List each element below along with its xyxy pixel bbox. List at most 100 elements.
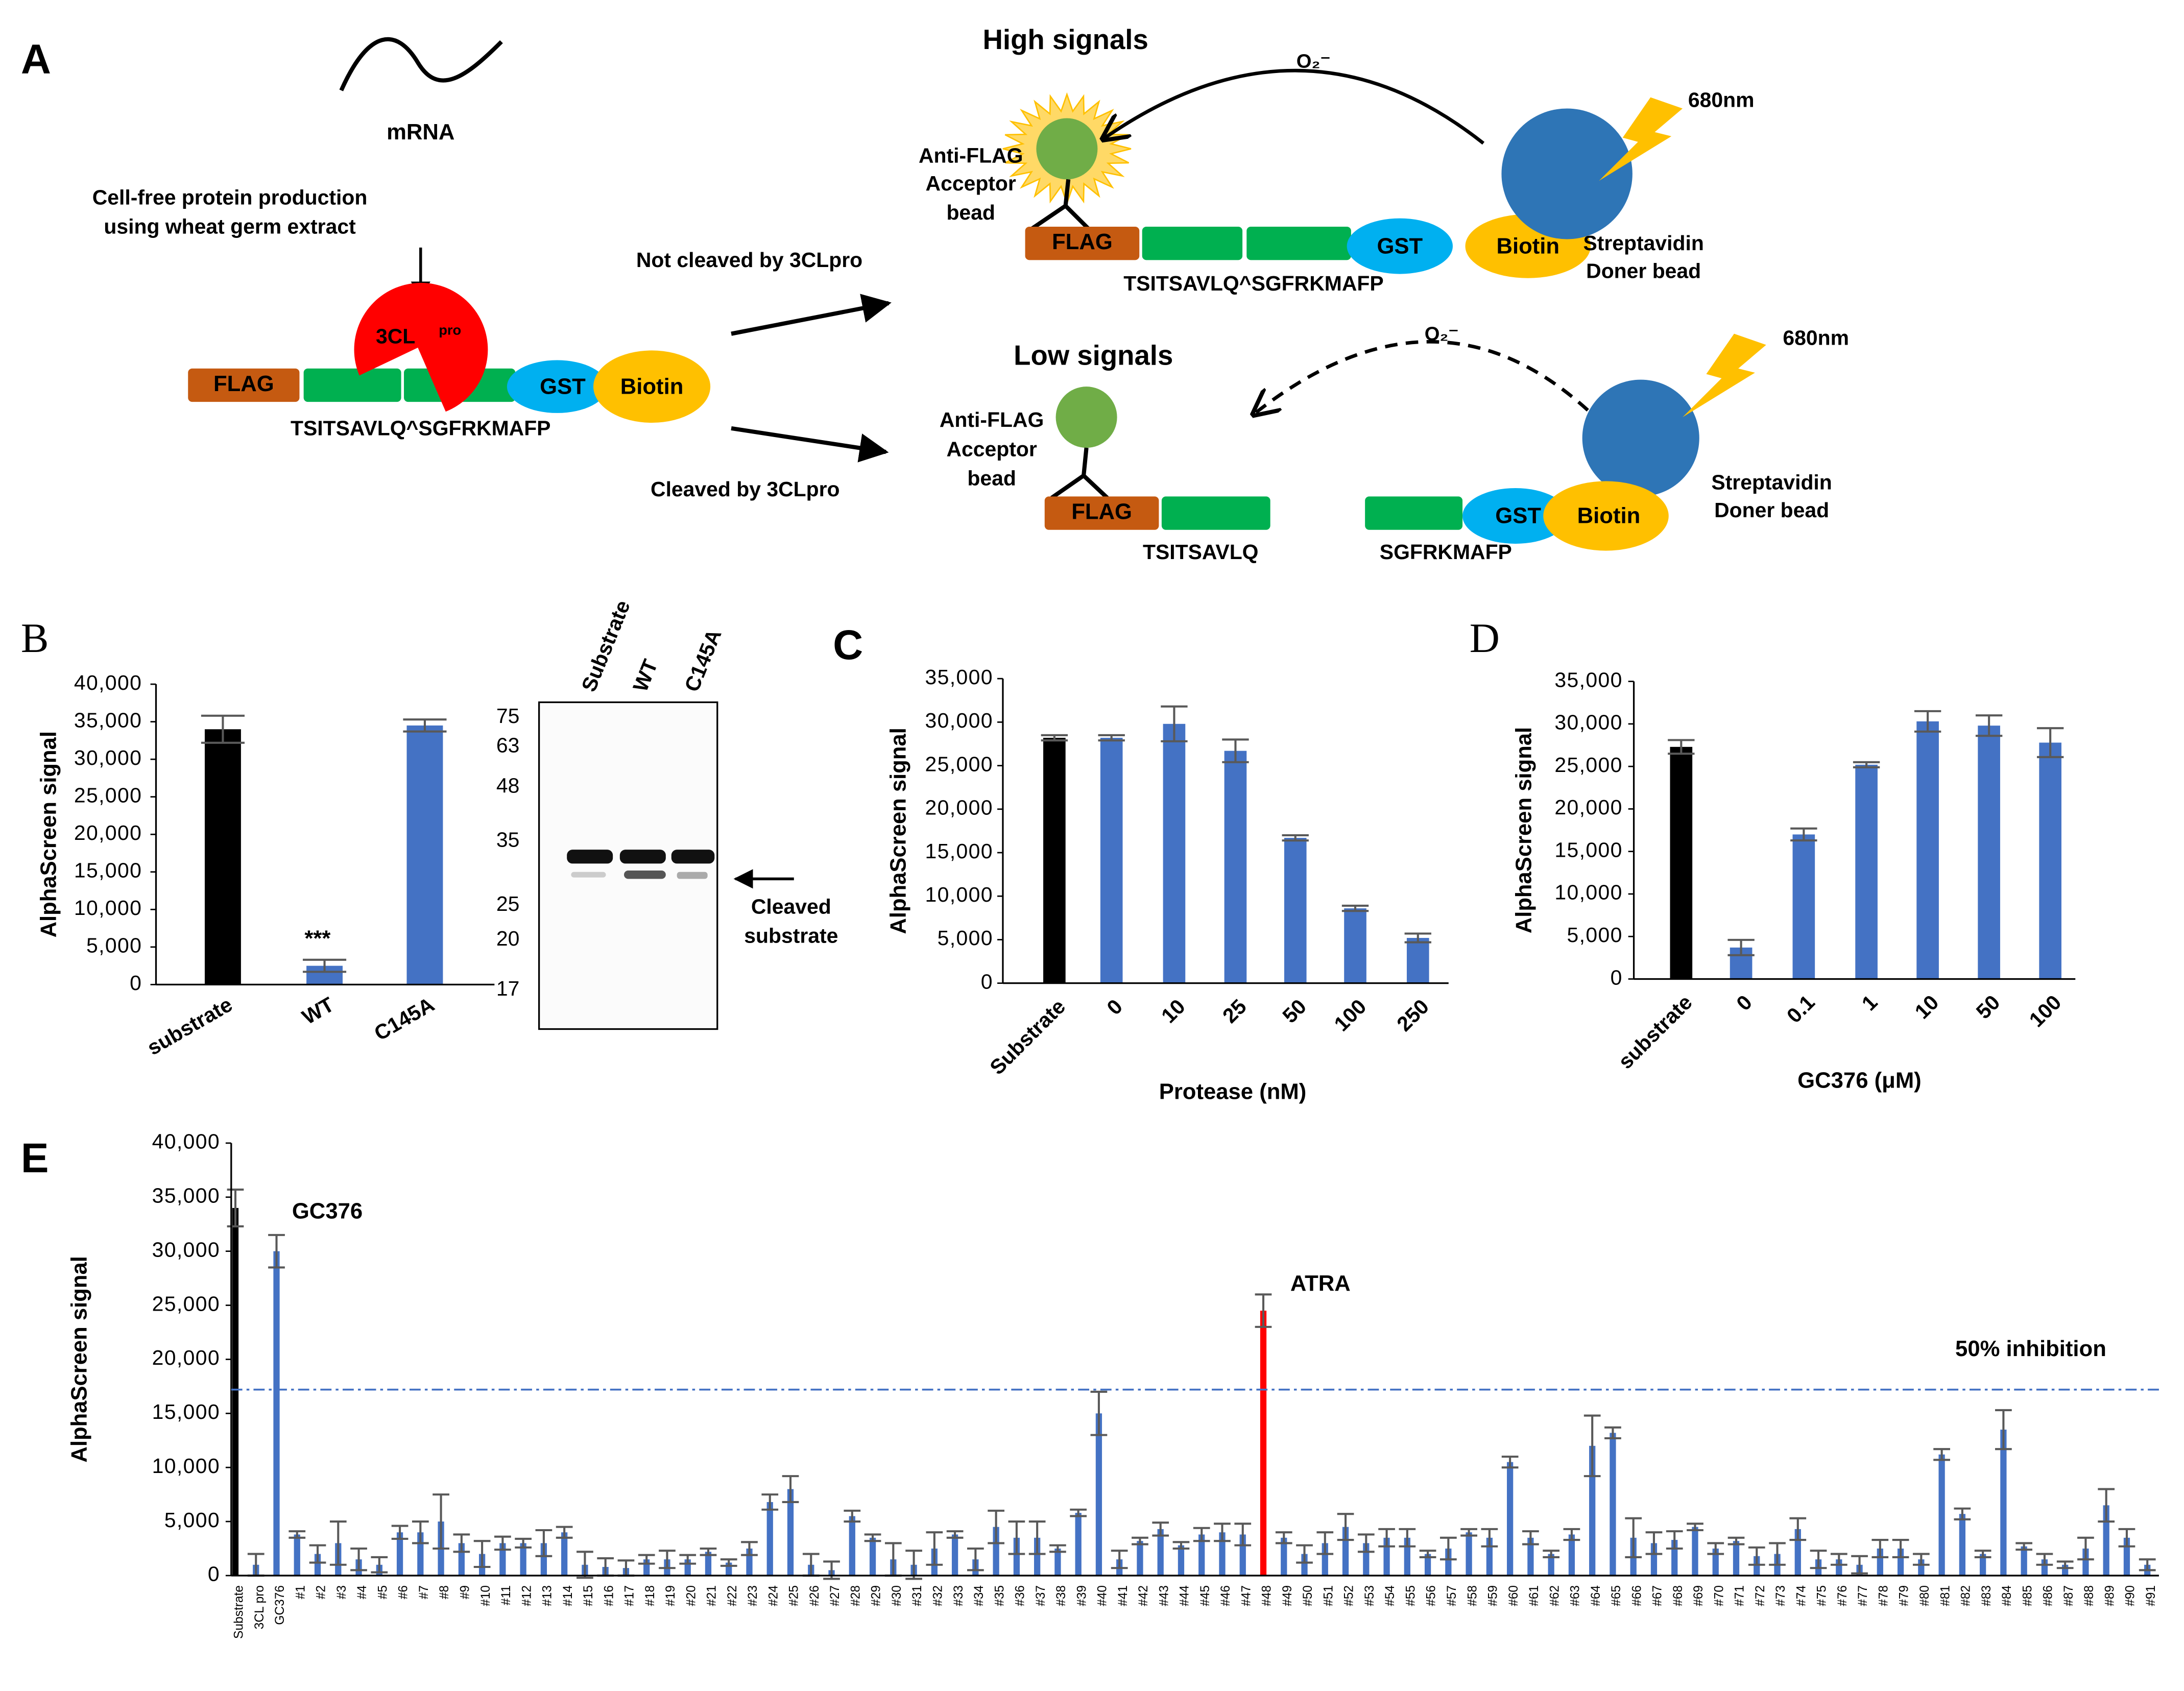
error-bar	[1707, 1542, 1724, 1555]
band	[567, 850, 613, 864]
bar	[294, 1534, 300, 1576]
x-tick-label: #74	[1794, 1585, 1808, 1606]
y-tick-label: 0	[208, 1562, 220, 1586]
donor-label: Doner bead	[1586, 259, 1701, 283]
error-bar	[1460, 1528, 1477, 1537]
marker-label: 17	[496, 977, 520, 1000]
x-tick-label: #28	[849, 1585, 862, 1606]
error-bar	[1214, 1523, 1231, 1542]
x-tick-label: #40	[1096, 1585, 1110, 1606]
fragment: TSITSAVLQ	[1143, 540, 1259, 564]
biotin-label: Biotin	[620, 374, 684, 399]
x-tick-label: #79	[1898, 1585, 1911, 1606]
y-tick-label: 30,000	[74, 746, 142, 769]
x-tick-label: #36	[1014, 1585, 1027, 1606]
x-tick-label: #41	[1116, 1585, 1130, 1606]
lane-label: Substrate	[577, 597, 634, 695]
y-tick-label: 20,000	[152, 1346, 220, 1369]
gst-label: GST	[1495, 504, 1541, 528]
x-tick-label: #6	[397, 1585, 411, 1599]
flag-label: FLAG	[213, 372, 274, 396]
biotin-label: Biotin	[1496, 234, 1559, 258]
x-tick-label: 100	[2025, 991, 2066, 1032]
wavelength-label: 680nm	[1688, 88, 1755, 112]
error-bar	[1439, 1536, 1457, 1561]
x-tick-label: GC376	[273, 1585, 287, 1625]
error-bar	[1914, 710, 1941, 733]
x-tick-label: #27	[828, 1585, 842, 1606]
x-tick-label: #42	[1137, 1585, 1150, 1606]
x-tick-label: #87	[2062, 1585, 2076, 1606]
x-tick-label: #37	[1034, 1585, 1048, 1606]
error-bar	[403, 718, 447, 733]
error-bar	[946, 1530, 964, 1539]
donor-label: Doner bead	[1714, 498, 1829, 522]
x-tick-label: #70	[1712, 1585, 1726, 1606]
x-tick-label: 100	[1330, 995, 1371, 1036]
bar	[1034, 1537, 1041, 1576]
bar	[951, 1534, 958, 1576]
bar	[1013, 1537, 1020, 1576]
bar	[1610, 1433, 1616, 1576]
bar	[1527, 1537, 1534, 1576]
x-tick-label: #26	[808, 1585, 822, 1606]
error-bar	[1645, 1531, 1663, 1555]
error-bar	[1625, 1517, 1642, 1558]
bar	[1344, 908, 1366, 983]
y-tick-label: 0	[1611, 965, 1623, 989]
oxygen-arrow	[1254, 340, 1589, 414]
error-bar	[309, 1544, 326, 1564]
error-bar	[1790, 827, 1817, 842]
marker-label: 35	[496, 828, 520, 852]
lane-label: C145A	[680, 626, 726, 695]
sequence: TSITSAVLQ^SGFRKMAFP	[1123, 272, 1383, 295]
error-bar	[700, 1547, 717, 1556]
x-tick-label: 0	[1102, 995, 1127, 1020]
error-bar	[350, 1547, 367, 1572]
x-tick-label: 10	[1157, 995, 1190, 1028]
chart: D 0 5,000 10,000 15,000 20,000 25,000 30,000 35,…	[1470, 615, 2076, 1093]
y-tick-label: 15,000	[152, 1400, 220, 1423]
x-tick-label: #14	[561, 1585, 575, 1606]
blot-frame	[538, 701, 718, 1030]
acceptor-label: bead	[946, 201, 995, 224]
x-tick-label: #51	[1322, 1585, 1335, 1606]
bar	[1219, 1532, 1226, 1576]
x-tick-label: 0.1	[1782, 991, 1819, 1028]
bar	[1178, 1545, 1185, 1576]
bar	[396, 1532, 403, 1576]
x-tick-label: #65	[1610, 1585, 1623, 1606]
bar	[1224, 751, 1247, 983]
bar	[1043, 738, 1066, 983]
error-bar	[638, 1554, 655, 1565]
band	[624, 871, 666, 879]
x-tick-label: #21	[705, 1585, 719, 1606]
error-bar	[1161, 705, 1188, 742]
bar	[273, 1251, 280, 1576]
error-bar	[1132, 1536, 1148, 1545]
bar	[540, 1543, 547, 1576]
bar	[1198, 1534, 1205, 1576]
path-label: Not cleaved by 3CLpro	[636, 248, 862, 272]
bar	[1589, 1445, 1596, 1576]
error-bar	[1341, 904, 1369, 912]
flag-tag	[1044, 496, 1159, 530]
error-bar	[1481, 1528, 1498, 1548]
x-tick-label: #68	[1671, 1585, 1685, 1606]
y-tick-label: 15,000	[74, 859, 142, 882]
gst	[1462, 488, 1569, 544]
marker-label: 25	[496, 892, 520, 915]
x-tick-label: #53	[1363, 1585, 1377, 1606]
bar	[1137, 1541, 1143, 1576]
x-tick-label: #63	[1569, 1585, 1582, 1606]
annotation: ***	[304, 927, 330, 951]
protease	[354, 283, 488, 412]
acceptor-label: Anti-FLAG	[940, 408, 1044, 431]
biotin-label: Biotin	[1577, 504, 1641, 528]
sequence: TSITSAVLQ^SGFRKMAFP	[291, 416, 550, 440]
error-bar	[1378, 1528, 1395, 1548]
y-tick-label: 25,000	[152, 1292, 220, 1315]
error-bar	[761, 1493, 779, 1511]
